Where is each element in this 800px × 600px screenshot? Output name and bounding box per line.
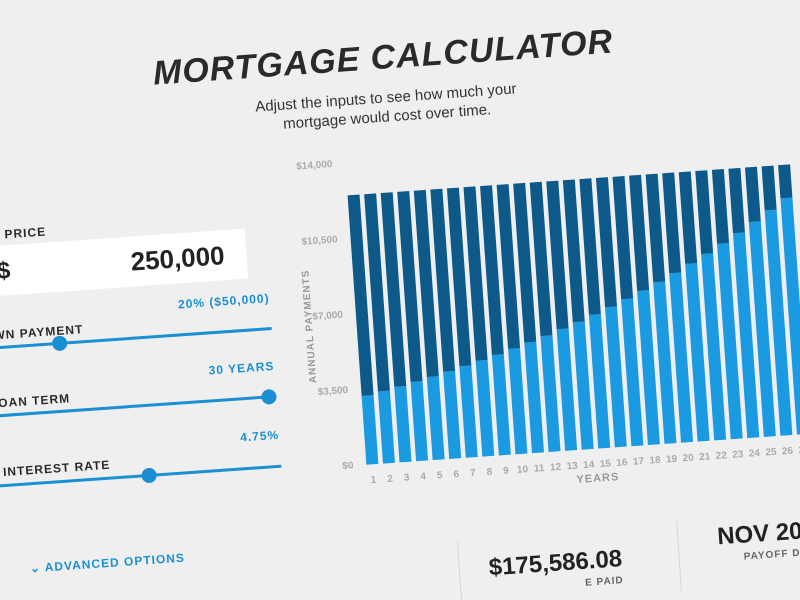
x-tick-label: 27 bbox=[798, 444, 800, 456]
x-tick-label: 6 bbox=[453, 469, 460, 480]
bar-segment bbox=[443, 370, 462, 459]
bar-segment bbox=[361, 395, 379, 465]
bar-segment bbox=[397, 191, 423, 382]
bar-segment bbox=[701, 253, 727, 441]
bar-segment bbox=[513, 182, 537, 343]
x-tick-label: 17 bbox=[633, 456, 645, 468]
bar-segment bbox=[475, 359, 495, 457]
y-tick-label: $3,500 bbox=[317, 385, 349, 398]
bar-segment bbox=[572, 321, 594, 450]
x-tick-label: 25 bbox=[765, 447, 777, 459]
x-tick-label: 15 bbox=[599, 458, 611, 470]
bar-segment bbox=[347, 194, 374, 396]
bar-segment bbox=[524, 341, 544, 454]
x-tick-label: 26 bbox=[782, 446, 794, 458]
bar-segment bbox=[732, 232, 760, 439]
y-tick-label: $14,000 bbox=[296, 159, 333, 173]
bar-segment bbox=[491, 354, 511, 456]
bar-segment bbox=[685, 263, 710, 442]
bar-segment bbox=[717, 243, 743, 440]
bar-segment bbox=[678, 171, 698, 264]
bar-segment bbox=[605, 306, 627, 448]
x-tick-label: 2 bbox=[387, 474, 394, 485]
bar-segment bbox=[496, 184, 521, 349]
bar-segment bbox=[637, 290, 660, 446]
bar-segment bbox=[394, 385, 412, 463]
bar-segment bbox=[364, 193, 390, 392]
x-tick-label: 10 bbox=[517, 464, 529, 476]
x-tick-label: 1 bbox=[370, 475, 377, 486]
bar-segment bbox=[695, 170, 714, 255]
x-tick-label: 14 bbox=[583, 459, 595, 471]
bar-segment bbox=[745, 166, 761, 223]
x-tick-label: 11 bbox=[533, 463, 545, 475]
bar-segment bbox=[508, 348, 528, 455]
x-tick-label: 22 bbox=[715, 450, 727, 462]
bar-segment bbox=[711, 169, 730, 244]
y-tick-label: $10,500 bbox=[301, 234, 338, 248]
bar-segment bbox=[761, 165, 777, 211]
x-tick-label: 21 bbox=[699, 451, 711, 463]
bar-segment bbox=[588, 314, 611, 449]
bar-segment bbox=[629, 174, 650, 291]
y-axis-label: ANNUAL PAYMENTS bbox=[300, 269, 319, 383]
bar-segment bbox=[459, 365, 478, 458]
bar-segment bbox=[645, 173, 666, 283]
bar-segment bbox=[764, 209, 793, 436]
x-tick-label: 19 bbox=[666, 454, 678, 466]
bar-segment bbox=[377, 390, 395, 464]
bar-segment bbox=[579, 178, 601, 315]
bar-segment bbox=[430, 188, 456, 372]
bar-segment bbox=[556, 328, 578, 451]
y-tick-label: $7,000 bbox=[312, 310, 344, 323]
x-tick-label: 3 bbox=[403, 472, 410, 483]
bar-segment bbox=[480, 185, 504, 355]
x-tick-label: 5 bbox=[437, 470, 444, 481]
x-tick-label: 8 bbox=[486, 467, 493, 478]
x-axis-label: YEARS bbox=[576, 471, 620, 486]
bar-segment bbox=[748, 221, 776, 437]
x-tick-label: 18 bbox=[649, 455, 661, 467]
bar-segment bbox=[463, 186, 488, 361]
bar-segment bbox=[546, 180, 569, 330]
bar-segment bbox=[728, 167, 745, 234]
bar-segment bbox=[669, 272, 694, 443]
bar-segment bbox=[426, 376, 445, 461]
bar-segment bbox=[410, 381, 429, 462]
bar-segment bbox=[621, 298, 644, 447]
bar-segment bbox=[780, 197, 800, 435]
bar-segment bbox=[540, 335, 561, 453]
x-tick-label: 24 bbox=[748, 448, 760, 460]
bar-segment bbox=[562, 179, 585, 323]
x-tick-label: 13 bbox=[566, 461, 578, 473]
bar-segment bbox=[595, 177, 617, 308]
x-tick-label: 23 bbox=[732, 449, 744, 461]
bar-segment bbox=[529, 181, 553, 337]
bar-segment bbox=[653, 281, 677, 444]
bar-segment bbox=[380, 192, 407, 387]
x-tick-label: 12 bbox=[550, 462, 562, 474]
x-tick-label: 7 bbox=[470, 468, 477, 479]
x-tick-label: 9 bbox=[503, 465, 510, 476]
x-tick-label: 4 bbox=[420, 471, 427, 482]
bar-segment bbox=[413, 189, 439, 377]
bar-segment bbox=[446, 187, 472, 367]
bar-segment bbox=[612, 175, 634, 300]
bar-segment bbox=[778, 164, 793, 199]
x-tick-label: 16 bbox=[616, 457, 628, 469]
x-tick-label: 20 bbox=[682, 453, 694, 465]
bar-segment bbox=[662, 172, 682, 274]
y-tick-label: $0 bbox=[342, 460, 354, 472]
